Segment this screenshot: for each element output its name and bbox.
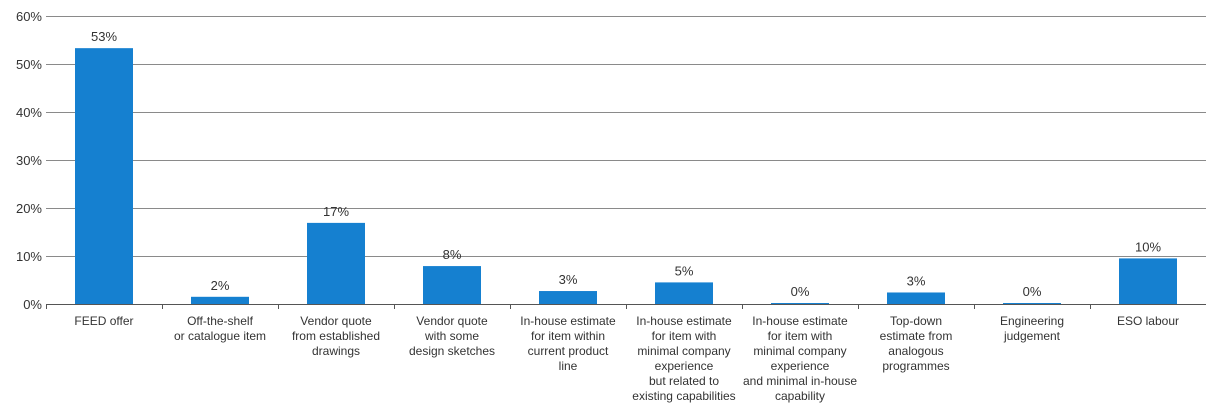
data-label: 0% [791,284,810,299]
category-label: Vendor quote [300,314,372,328]
category-label: In-house estimate [752,314,848,328]
bar [1119,258,1177,304]
data-label: 3% [559,272,578,287]
category-label: and minimal in-house [743,374,857,388]
bar [423,266,481,304]
bars [75,48,1177,304]
category-label: existing capabilities [632,389,735,403]
y-tick-label: 0% [23,297,42,312]
category-label: judgement [1003,329,1061,343]
data-label: 3% [907,273,926,288]
y-tick-label: 20% [16,201,42,216]
category-label: design sketches [409,344,495,358]
category-label: In-house estimate [520,314,616,328]
category-label: with some [424,329,479,343]
category-label: In-house estimate [636,314,732,328]
y-tick-label: 50% [16,57,42,72]
data-label: 8% [443,247,462,262]
category-label: for item within [531,329,605,343]
data-label: 17% [323,204,349,219]
category-label: drawings [312,344,360,358]
data-label: 2% [211,278,230,293]
bar [771,303,829,304]
category-label: from established [292,329,380,343]
category-label: minimal company [753,344,846,358]
data-labels: 53% 2% 17% 8% 3% 5% 0% 3% 0% 10% [91,29,1161,299]
category-label: Top-down [890,314,942,328]
category-label: minimal company [637,344,730,358]
category-label: Engineering [1000,314,1064,328]
y-axis-tick-labels: 0% 10% 20% 30% 40% 50% 60% [16,9,42,312]
category-label: FEED offer [74,314,133,328]
data-label: 0% [1023,284,1042,299]
category-label: experience [655,359,714,373]
category-label: or catalogue item [174,329,266,343]
bar [191,296,249,304]
y-tick-label: 30% [16,153,42,168]
category-label: analogous [888,344,943,358]
bar [307,222,365,304]
bar [887,292,945,304]
category-label: for item with [768,329,833,343]
y-tick-label: 10% [16,249,42,264]
category-label: estimate from [880,329,953,343]
y-tick-label: 40% [16,105,42,120]
category-label: experience [771,359,830,373]
data-label: 10% [1135,239,1161,254]
category-label: line [559,359,578,373]
category-label: Off-the-shelf [187,314,253,328]
gridlines [46,16,1206,309]
category-label: current product [528,344,609,358]
category-label: capability [775,389,825,403]
y-tick-label: 60% [16,9,42,24]
category-label: programmes [882,359,949,373]
category-label: ESO labour [1117,314,1179,328]
category-label: for item with [652,329,717,343]
bar [655,282,713,304]
bar [1003,303,1061,304]
category-label: Vendor quote [416,314,488,328]
data-label: 53% [91,29,117,44]
bar [539,291,597,304]
category-label: but related to [649,374,719,388]
bar [75,48,133,304]
data-label: 5% [675,263,694,278]
